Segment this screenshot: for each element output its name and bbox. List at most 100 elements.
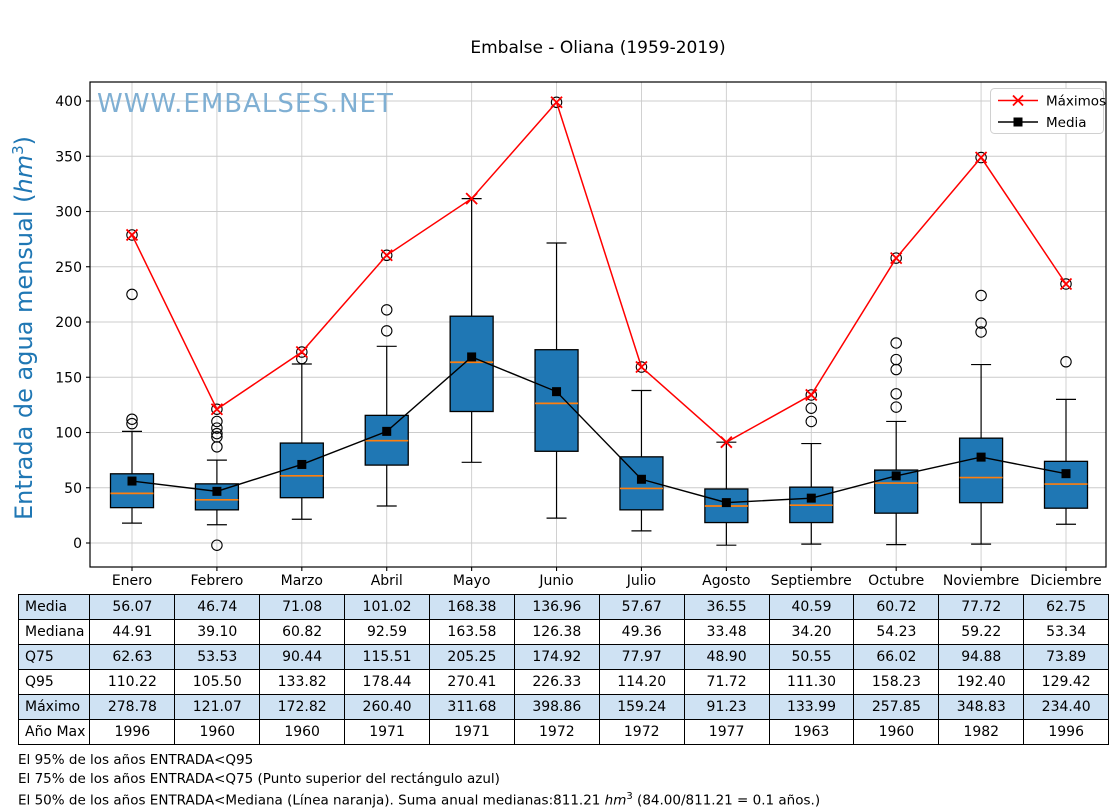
row-label: Q75 — [17, 644, 91, 670]
table-cell: 1996 — [1023, 719, 1110, 745]
table-cell: 192.40 — [938, 669, 1025, 695]
media-line — [127, 352, 1071, 508]
table-cell: 136.96 — [513, 594, 600, 620]
y-axis-label: Entrada de agua mensual (hm3) — [9, 136, 38, 520]
table-cell: 94.88 — [938, 644, 1025, 670]
table-cell: 115.51 — [344, 644, 430, 670]
table-row-media: Media 56.07 46.74 71.08 101.02 168.38 136.96 57… — [17, 594, 1110, 620]
outlier-point — [211, 415, 223, 428]
table-cell: 163.58 — [428, 619, 515, 645]
outlier-point — [211, 427, 223, 440]
media-marker — [976, 452, 986, 462]
boxplot-diciembre — [1043, 278, 1089, 525]
box-iqr — [449, 315, 494, 413]
table-cell: 49.36 — [598, 619, 685, 645]
table-row-año-max: Año Max 1996 1960 1960 1971 1971 1972 1972 1977 1… — [17, 719, 1110, 745]
media-marker — [636, 474, 646, 484]
outlier-point — [380, 249, 393, 262]
boxplot-septiembre — [789, 389, 834, 545]
outlier-point — [1060, 278, 1072, 290]
y-tick-label: 0 — [73, 536, 82, 552]
outlier-point — [890, 388, 902, 400]
table-cell: 91.23 — [683, 694, 770, 720]
table-cell: 398.86 — [513, 694, 600, 720]
media-marker — [806, 493, 816, 503]
outlier-point — [211, 431, 223, 443]
maximos-marker — [380, 249, 393, 262]
y-tick-label: 300 — [55, 205, 82, 221]
outlier-point — [211, 539, 223, 551]
footnote-mediana: El 50% de los años ENTRADA<Mediana (Líne… — [18, 791, 821, 809]
x-tick-label: Febrero — [190, 573, 243, 589]
outlier-point — [126, 413, 138, 425]
table-cell: 50.55 — [768, 644, 855, 670]
x-tick-label: Abril — [371, 573, 403, 589]
table-cell: 39.10 — [174, 619, 261, 645]
table-cell: 311.68 — [428, 694, 515, 720]
media-marker — [212, 486, 222, 496]
box-iqr — [958, 437, 1004, 504]
x-tick-label: Noviembre — [943, 573, 1019, 589]
table-cell: 260.40 — [344, 694, 430, 720]
maximos-marker — [550, 96, 563, 109]
x-tick-label: Enero — [112, 573, 152, 589]
table-cell: 54.23 — [853, 619, 940, 645]
x-tick-label: Septiembre — [771, 573, 852, 589]
table-cell: 158.23 — [853, 669, 940, 695]
media-marker — [1061, 469, 1071, 479]
table-cell: 1971 — [344, 719, 430, 745]
table-cell: 71.08 — [259, 594, 346, 620]
maximos-line — [125, 96, 1073, 449]
table-cell: 90.44 — [259, 644, 346, 670]
table-cell: 121.07 — [174, 694, 261, 720]
table-cell: 1960 — [174, 719, 261, 745]
table-cell: 348.83 — [938, 694, 1025, 720]
outlier-point — [635, 361, 648, 373]
legend-label: Media — [1046, 115, 1087, 131]
x-tick-label: Diciembre — [1030, 573, 1101, 589]
table-cell: 257.85 — [853, 694, 940, 720]
outlier-point — [211, 403, 223, 415]
table-cell: 56.07 — [89, 594, 176, 620]
plot-area: 0 50 100 150 200 250 300 350 400 Enero Febrero Marz… — [55, 81, 1107, 589]
x-tick-label: Mayo — [453, 573, 491, 589]
outlier-point — [805, 389, 818, 401]
y-tick-label: 50 — [64, 481, 82, 497]
x-tick-label: Octubre — [868, 573, 924, 589]
stats-table: Media 56.07 46.74 71.08 101.02 168.38 136.96 57… — [17, 594, 1110, 745]
legend: Máximos Media — [990, 88, 1106, 134]
maximos-marker — [635, 360, 648, 374]
table-cell: 234.40 — [1023, 694, 1110, 720]
table-cell: 205.25 — [428, 644, 515, 670]
y-tick-label: 400 — [55, 94, 82, 110]
media-marker — [552, 387, 562, 397]
table-cell: 168.38 — [428, 594, 515, 620]
outlier-point — [1060, 356, 1072, 368]
table-cell: 77.97 — [598, 644, 685, 670]
table-row-q75: Q75 62.63 53.53 90.44 115.51 205.25 174.92 77.9… — [17, 644, 1110, 670]
stats-table-wrap: Media 56.07 46.74 71.08 101.02 168.38 136.96 57… — [17, 594, 1110, 745]
table-cell: 1971 — [428, 719, 515, 745]
table-cell: 1963 — [768, 719, 855, 745]
box-iqr — [534, 349, 579, 452]
media-marker — [127, 476, 137, 486]
watermark: WWW.EMBALSES.NET — [97, 89, 394, 119]
table-cell: 110.22 — [89, 669, 176, 695]
maximos-marker — [720, 436, 733, 449]
maximos-marker — [295, 345, 308, 359]
table-cell: 44.91 — [89, 619, 176, 645]
x-tick-label: Agosto — [702, 573, 750, 589]
maximos-marker — [974, 151, 988, 164]
table-cell: 71.72 — [683, 669, 770, 695]
table-cell: 53.34 — [1023, 619, 1110, 645]
outlier-point — [380, 304, 393, 316]
table-row-máximo: Máximo 278.78 121.07 172.82 260.40 311.68 398.… — [17, 694, 1110, 720]
maximos-marker — [465, 192, 478, 205]
chart-title: Embalse - Oliana (1959-2019) — [470, 38, 725, 58]
legend-x-marker — [1012, 94, 1024, 107]
maximos-marker — [210, 403, 224, 416]
boxplot-junio — [534, 96, 579, 519]
maximos-marker — [125, 228, 139, 242]
outlier-point — [805, 402, 818, 414]
